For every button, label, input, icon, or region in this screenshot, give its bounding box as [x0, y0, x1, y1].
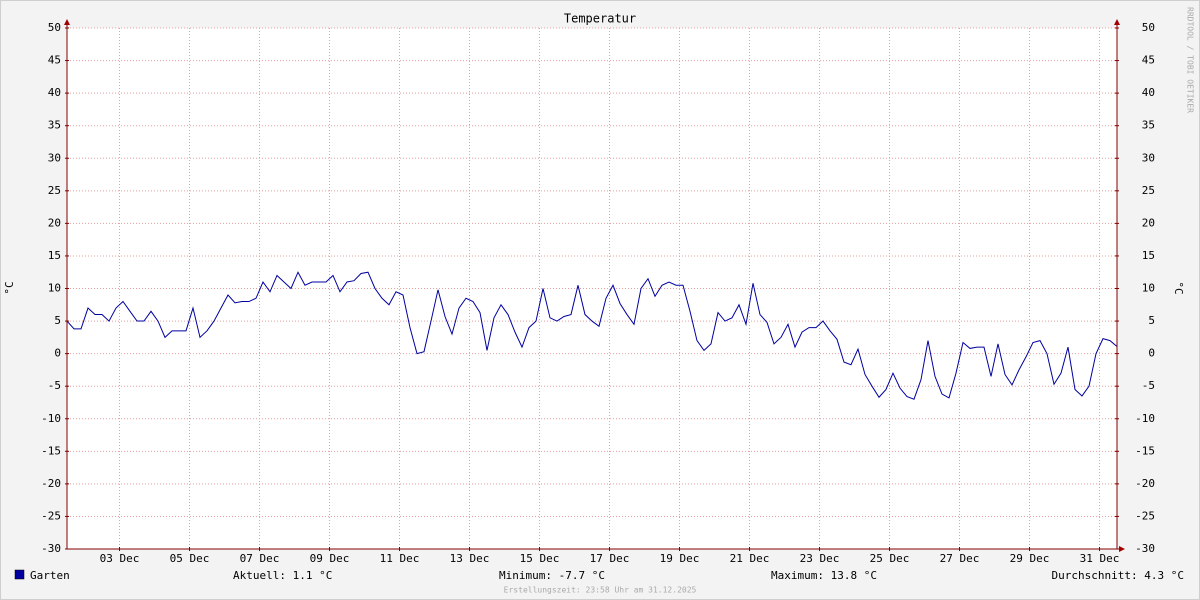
stat-current: Aktuell: 1.1 °C — [233, 569, 332, 582]
y-tick-label: -20 — [41, 477, 61, 490]
legend-label: Garten — [30, 569, 70, 582]
x-tick-label: 03 Dec — [100, 552, 140, 565]
y-tick-label-right: 50 — [1142, 21, 1155, 34]
y-tick-label: 20 — [48, 216, 61, 229]
y-tick-label: 45 — [48, 54, 61, 67]
y-tick-label: 35 — [48, 119, 61, 132]
y-tick-label-right: -5 — [1142, 379, 1155, 392]
x-tick-label: 11 Dec — [380, 552, 420, 565]
y-tick-label-right: 0 — [1148, 347, 1155, 360]
y-tick-label: 0 — [54, 347, 61, 360]
stat-average: Durchschnitt: 4.3 °C — [1052, 569, 1184, 582]
watermark: RRDTOOL / TOBI OETIKER — [1186, 7, 1195, 113]
x-tick-label: 13 Dec — [450, 552, 490, 565]
x-tick-label: 19 Dec — [660, 552, 700, 565]
x-tick-label: 29 Dec — [1010, 552, 1050, 565]
y-tick-label-right: -30 — [1135, 542, 1155, 555]
y-tick-label: -30 — [41, 542, 61, 555]
x-tick-label: 05 Dec — [170, 552, 210, 565]
x-tick-label: 17 Dec — [590, 552, 630, 565]
y-axis-label: °C — [3, 281, 16, 294]
y-tick-label: -5 — [48, 379, 61, 392]
x-tick-label: 21 Dec — [730, 552, 770, 565]
stat-minimum: Minimum: -7.7 °C — [499, 569, 605, 582]
y-tick-label: 30 — [48, 151, 61, 164]
x-tick-label: 25 Dec — [870, 552, 910, 565]
axis-arrow — [1114, 19, 1120, 25]
axis-arrow — [1119, 546, 1125, 552]
y-tick-label: -10 — [41, 412, 61, 425]
y-tick-label-right: 20 — [1142, 216, 1155, 229]
y-tick-label: 25 — [48, 184, 61, 197]
data-line — [66, 271, 1118, 400]
y-tick-label-right: -15 — [1135, 444, 1155, 457]
y-tick-label: -25 — [41, 509, 61, 522]
y-tick-label: 50 — [48, 21, 61, 34]
x-tick-label: 07 Dec — [240, 552, 280, 565]
y-tick-label-right: -25 — [1135, 509, 1155, 522]
x-tick-label: 31 Dec — [1080, 552, 1120, 565]
y-tick-label-right: -10 — [1135, 412, 1155, 425]
y-tick-label-right: 10 — [1142, 282, 1155, 295]
y-tick-label-right: 5 — [1148, 314, 1155, 327]
y-tick-label-right: 25 — [1142, 184, 1155, 197]
chart-title: Temperatur — [564, 12, 636, 26]
x-tick-label: 09 Dec — [310, 552, 350, 565]
y-tick-label: 10 — [48, 282, 61, 295]
y-tick-label: 5 — [54, 314, 61, 327]
legend-swatch — [14, 569, 25, 580]
y-tick-label-right: 15 — [1142, 249, 1155, 262]
y-tick-label-right: 40 — [1142, 86, 1155, 99]
stat-maximum: Maximum: 13.8 °C — [771, 569, 877, 582]
axis-arrow — [64, 19, 70, 25]
marks — [66, 271, 1118, 400]
y-tick-label-right: 30 — [1142, 151, 1155, 164]
y-tick-label-right: 45 — [1142, 54, 1155, 67]
footer: Erstellungszeit: 23:58 Uhr am 31.12.2025 — [504, 586, 697, 595]
x-tick-label: 27 Dec — [940, 552, 980, 565]
y-tick-label: 15 — [48, 249, 61, 262]
x-tick-label: 15 Dec — [520, 552, 560, 565]
y-tick-label: 40 — [48, 86, 61, 99]
y-tick-label-right: -20 — [1135, 477, 1155, 490]
x-tick-label: 23 Dec — [800, 552, 840, 565]
y-axis-label-right: °C — [1172, 281, 1185, 294]
y-tick-label-right: 35 — [1142, 119, 1155, 132]
y-tick-label: -15 — [41, 444, 61, 457]
